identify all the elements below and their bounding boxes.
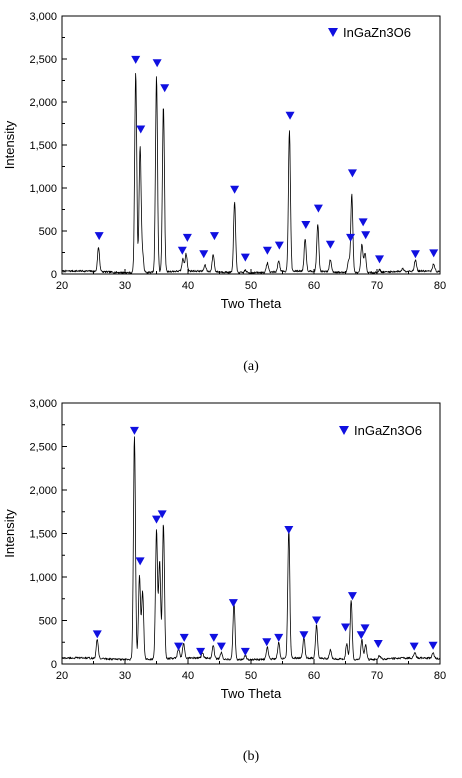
peak-marker bbox=[299, 631, 309, 640]
peak-marker bbox=[174, 642, 184, 651]
peak-marker bbox=[177, 246, 187, 255]
peak-marker bbox=[92, 630, 102, 639]
peak-marker bbox=[196, 647, 206, 656]
x-axis-title: Two Theta bbox=[221, 686, 282, 701]
x-tick-label: 60 bbox=[308, 280, 320, 292]
x-tick-label: 30 bbox=[119, 280, 131, 292]
y-axis-title: Intensity bbox=[2, 509, 17, 558]
x-axis-title: Two Theta bbox=[221, 296, 282, 311]
x-tick-label: 40 bbox=[182, 670, 194, 682]
plot-frame bbox=[61, 402, 441, 665]
peak-marker bbox=[157, 510, 167, 519]
y-tick-label: 3,000 bbox=[29, 398, 57, 410]
y-tick-label: 500 bbox=[39, 616, 57, 628]
peak-marker bbox=[347, 592, 357, 601]
peak-marker bbox=[325, 240, 335, 249]
x-tick-label: 80 bbox=[434, 280, 446, 292]
peak-marker bbox=[94, 232, 104, 241]
y-tick-label: 2,000 bbox=[29, 97, 57, 109]
peak-marker bbox=[262, 246, 272, 255]
peak-marker bbox=[182, 233, 192, 242]
xrd-pattern-line bbox=[61, 436, 440, 662]
peak-marker bbox=[341, 623, 350, 632]
peak-marker bbox=[131, 55, 141, 64]
legend-label: InGaZn3O6 bbox=[354, 423, 422, 438]
x-tick-label: 50 bbox=[245, 670, 257, 682]
peak-marker bbox=[312, 616, 322, 625]
peak-marker bbox=[136, 125, 146, 134]
peak-marker bbox=[160, 84, 170, 93]
x-tick-label: 80 bbox=[434, 670, 446, 682]
y-tick-label: 0 bbox=[51, 659, 57, 671]
chart-a-svg: 20 30 40 50 60 70 80 0 500 1,000 1,500 2,000 2,500 3,… bbox=[2, 11, 446, 374]
peak-marker bbox=[274, 241, 284, 250]
peak-marker bbox=[347, 169, 357, 178]
xrd-chart-b: 20 30 40 50 60 70 80 0 500 1,000 1,500 2,000 2,500 3,… bbox=[0, 389, 462, 778]
legend-marker-icon bbox=[339, 426, 349, 435]
y-tick-label: 2,500 bbox=[29, 54, 57, 66]
figure-caption: (a) bbox=[243, 359, 259, 374]
x-tick-label: 20 bbox=[56, 280, 68, 292]
x-tick-label: 60 bbox=[308, 670, 320, 682]
peak-marker bbox=[274, 633, 284, 642]
peak-marker bbox=[209, 633, 219, 642]
x-tick-label: 70 bbox=[371, 670, 383, 682]
plot-frame bbox=[61, 15, 441, 275]
legend-marker-icon bbox=[328, 28, 338, 37]
peak-marker bbox=[358, 218, 368, 227]
peak-marker bbox=[152, 515, 161, 524]
peak-marker bbox=[179, 633, 189, 642]
peak-marker bbox=[209, 232, 219, 241]
xrd-chart-a: 20 30 40 50 60 70 80 0 500 1,000 1,500 2,000 2,500 3,… bbox=[2, 11, 446, 374]
peak-marker bbox=[361, 231, 371, 240]
peak-marker bbox=[230, 185, 240, 194]
peak-marker bbox=[360, 624, 370, 633]
peak-marker bbox=[262, 638, 272, 647]
y-tick-label: 2,000 bbox=[29, 485, 57, 497]
peak-marker bbox=[152, 59, 162, 68]
peak-marker bbox=[356, 631, 366, 640]
figure-caption: (b) bbox=[243, 749, 260, 764]
x-tick-label: 30 bbox=[119, 670, 131, 682]
y-tick-label: 1,000 bbox=[29, 183, 57, 195]
peak-marker bbox=[313, 204, 323, 213]
y-tick-label: 0 bbox=[51, 269, 57, 281]
peak-marker bbox=[199, 250, 209, 259]
y-tick-label: 500 bbox=[39, 226, 57, 238]
peak-marker bbox=[240, 647, 250, 656]
x-tick-label: 20 bbox=[56, 670, 68, 682]
y-tick-label: 1,000 bbox=[29, 572, 57, 584]
y-tick-label: 1,500 bbox=[29, 140, 57, 152]
peak-marker bbox=[375, 255, 385, 264]
peak-marker bbox=[285, 111, 295, 120]
x-tick-label: 50 bbox=[245, 280, 257, 292]
peak-marker bbox=[409, 642, 419, 651]
peak-marker bbox=[240, 253, 250, 262]
y-tick-label: 2,500 bbox=[29, 442, 57, 454]
peak-marker bbox=[228, 599, 238, 608]
peak-marker bbox=[428, 641, 438, 650]
peak-marker bbox=[346, 233, 356, 242]
x-tick-label: 70 bbox=[371, 280, 383, 292]
peak-marker bbox=[135, 557, 145, 566]
chart-b-svg: 20 30 40 50 60 70 80 0 500 1,000 1,500 2,000 2,500 3,… bbox=[2, 398, 446, 764]
xrd-pattern-line bbox=[61, 73, 440, 275]
legend-label: InGaZn3O6 bbox=[343, 25, 411, 40]
peak-marker bbox=[301, 220, 311, 229]
y-tick-label: 1,500 bbox=[29, 529, 57, 541]
x-tick-label: 40 bbox=[182, 280, 194, 292]
y-axis-title: Intensity bbox=[2, 120, 17, 169]
peak-marker bbox=[216, 642, 226, 651]
peak-marker bbox=[373, 639, 383, 648]
peak-marker bbox=[429, 249, 439, 258]
peak-marker bbox=[284, 526, 294, 535]
peak-marker bbox=[410, 250, 420, 259]
peak-marker bbox=[129, 426, 139, 435]
y-tick-label: 3,000 bbox=[29, 11, 57, 23]
